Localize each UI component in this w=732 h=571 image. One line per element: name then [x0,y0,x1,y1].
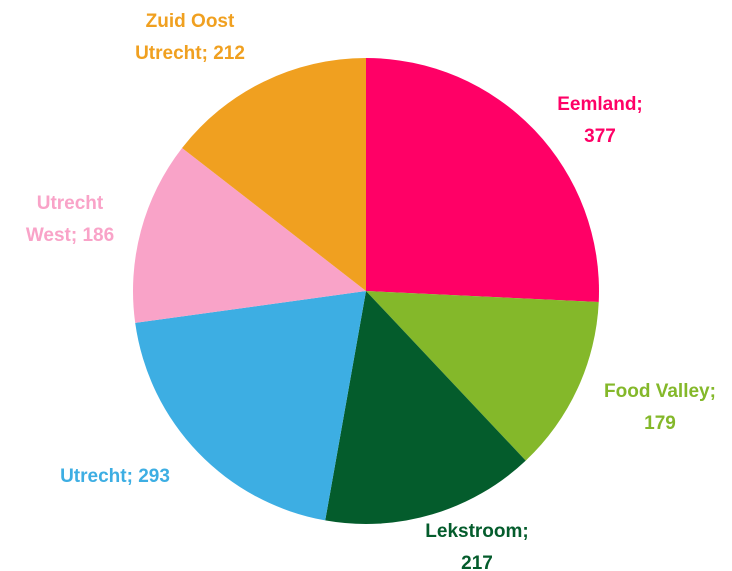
pie-slice [366,291,599,461]
label-line: Zuid Oost [146,11,235,32]
label-line: West; 186 [26,225,114,246]
label-line: Utrecht; 212 [135,43,245,64]
data-label: Food Valley; 179 [604,381,716,434]
label-line: 217 [461,553,493,571]
label-line: 377 [584,126,616,147]
data-label: Utrecht; 293 [60,466,170,487]
label-line: Utrecht; 293 [60,466,170,487]
pie-slice [325,291,526,524]
data-label: Lekstroom; 217 [425,521,528,571]
data-label: Zuid Oost Utrecht; 212 [135,11,245,64]
pie-slice [366,58,599,302]
pie-slice [135,291,366,521]
label-line: Utrecht [37,193,104,214]
data-label: Utrecht West; 186 [26,193,114,246]
data-label: Eemland; 377 [557,94,643,147]
label-line: Food Valley; [604,381,716,402]
pie-slice [182,58,366,291]
label-line: Lekstroom; [425,521,528,542]
label-line: Eemland; [557,94,643,115]
pie-slice [133,147,366,323]
label-line: 179 [644,413,676,434]
